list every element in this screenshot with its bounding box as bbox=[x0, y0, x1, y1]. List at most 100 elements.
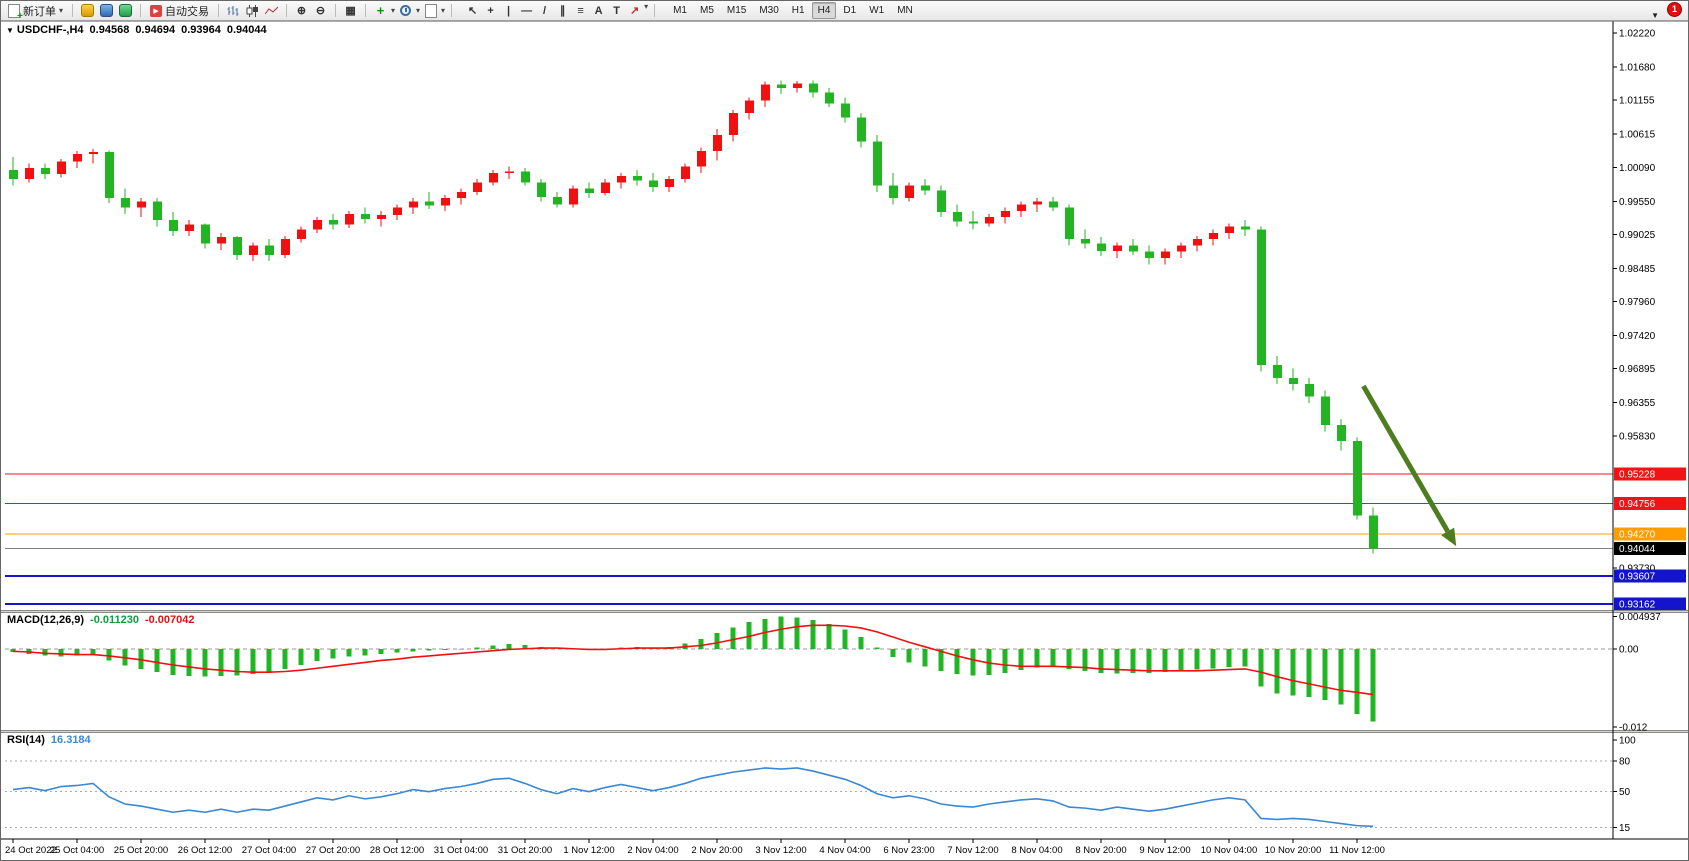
candlestick-chart-button[interactable] bbox=[244, 3, 261, 19]
horizontal-line-tool-icon[interactable]: — bbox=[521, 4, 533, 17]
candle bbox=[313, 220, 322, 230]
navigator-button[interactable] bbox=[98, 3, 115, 19]
vertical-line-tool-icon[interactable]: | bbox=[507, 4, 511, 17]
bar-chart-icon bbox=[227, 5, 239, 16]
candle bbox=[73, 154, 82, 162]
timeframe-button-m30[interactable]: M30 bbox=[759, 5, 779, 16]
candle bbox=[729, 113, 738, 136]
candle bbox=[137, 201, 146, 208]
candle bbox=[1289, 377, 1298, 385]
candle bbox=[249, 245, 258, 255]
templates-dropdown-button[interactable] bbox=[422, 3, 439, 19]
cursor-tool-icon[interactable]: ↖ bbox=[467, 5, 478, 17]
label-tool-icon[interactable]: T bbox=[613, 4, 620, 17]
candle bbox=[377, 215, 386, 219]
price-line-label: 0.94044 bbox=[1619, 544, 1656, 555]
price-tick-label: 0.96895 bbox=[1619, 364, 1656, 375]
chart-symbol-period: USDCHF-,H4 bbox=[16, 24, 84, 36]
candle bbox=[57, 161, 66, 175]
time-axis-label: 11 Nov 12:00 bbox=[1329, 845, 1385, 856]
navigator-icon bbox=[100, 4, 114, 17]
price-tick-label: 0.99025 bbox=[1619, 230, 1656, 241]
periods-dropdown-button[interactable] bbox=[397, 3, 414, 19]
tile-windows-button[interactable]: ▦ bbox=[345, 5, 356, 17]
rsi-line bbox=[12, 767, 1374, 828]
new-order-button[interactable]: + 新订单 ▾ bbox=[5, 3, 66, 21]
time-axis-label: 31 Oct 20:00 bbox=[498, 845, 552, 856]
zoom-in-button[interactable]: ⊕ bbox=[296, 5, 307, 17]
toolbar-overflow-icon[interactable]: ▼ bbox=[1651, 10, 1659, 20]
candle bbox=[281, 239, 290, 255]
candle bbox=[9, 169, 18, 180]
candle bbox=[505, 171, 514, 173]
arrows-tool-icon[interactable]: ↗ bbox=[629, 5, 640, 17]
candle bbox=[793, 83, 802, 88]
crosshair-tool-icon[interactable]: + bbox=[487, 4, 494, 17]
time-axis-label: 24 Oct 2022 bbox=[5, 845, 57, 856]
candle bbox=[953, 212, 962, 222]
macd-name: MACD(12,26,9) bbox=[7, 614, 85, 626]
ohlc-open: 0.94568 bbox=[89, 24, 130, 36]
candle bbox=[649, 180, 658, 187]
candle bbox=[1353, 440, 1362, 516]
time-axis-label: 31 Oct 04:00 bbox=[434, 845, 488, 856]
candle bbox=[25, 167, 34, 180]
autotrading-button[interactable]: ▶ 自动交易 bbox=[147, 3, 212, 19]
candle bbox=[697, 150, 706, 167]
candle bbox=[1017, 204, 1026, 211]
channel-tool-icon[interactable]: ∥ bbox=[559, 5, 566, 17]
indicators-icon: + bbox=[376, 3, 385, 18]
ohlc-high: 0.94694 bbox=[135, 24, 176, 36]
trendline-tool-icon[interactable]: / bbox=[543, 4, 547, 17]
candle bbox=[201, 224, 210, 244]
candle bbox=[521, 171, 530, 183]
timeframe-button-m5[interactable]: M5 bbox=[699, 5, 714, 16]
rsi-name: RSI(14) bbox=[7, 734, 45, 746]
candle bbox=[489, 172, 498, 183]
time-axis-label: 4 Nov 04:00 bbox=[819, 845, 870, 856]
toolbar-separator bbox=[218, 4, 220, 17]
line-chart-icon bbox=[265, 6, 279, 14]
time-axis-label: 25 Oct 20:00 bbox=[114, 845, 168, 856]
candle bbox=[1113, 245, 1122, 252]
candle bbox=[121, 198, 130, 208]
time-axis-label: 3 Nov 12:00 bbox=[755, 845, 806, 856]
timeframe-button-mn[interactable]: MN bbox=[897, 5, 913, 16]
autotrading-icon: ▶ bbox=[150, 4, 163, 17]
candle bbox=[1369, 515, 1378, 549]
toolbar-separator bbox=[335, 4, 337, 17]
timeframe-button-w1[interactable]: W1 bbox=[869, 5, 885, 16]
candle bbox=[153, 201, 162, 221]
fibonacci-tool-icon[interactable]: ≡ bbox=[577, 4, 584, 17]
macd-axis-label: 0.004937 bbox=[1619, 612, 1661, 623]
indicators-dropdown-button[interactable]: + bbox=[372, 3, 389, 19]
one-click-trading-icon[interactable]: ▼ bbox=[6, 26, 14, 35]
time-axis-label: 8 Nov 04:00 bbox=[1011, 845, 1062, 856]
time-axis-label: 27 Oct 04:00 bbox=[242, 845, 296, 856]
bar-chart-button[interactable] bbox=[225, 3, 242, 19]
price-tick-label: 1.01155 bbox=[1619, 96, 1655, 107]
timeframe-button-h1[interactable]: H1 bbox=[791, 5, 805, 16]
timeframe-button-m15[interactable]: M15 bbox=[726, 5, 747, 16]
macd-axis-label: 0.00 bbox=[1619, 644, 1639, 655]
down-arrow-annotation[interactable] bbox=[1361, 384, 1450, 533]
candle bbox=[921, 185, 930, 191]
text-tool-icon[interactable]: A bbox=[594, 4, 603, 17]
market-watch-button[interactable] bbox=[79, 3, 96, 19]
candle bbox=[617, 176, 626, 183]
zoom-out-button[interactable]: ⊖ bbox=[315, 5, 326, 17]
notification-badge[interactable]: 1 bbox=[1667, 1, 1682, 17]
candle bbox=[889, 185, 898, 199]
macd-signal-line bbox=[12, 624, 1374, 696]
timeframe-button-h4[interactable]: H4 bbox=[811, 2, 837, 19]
candle bbox=[1177, 245, 1186, 252]
timeframe-button-m1[interactable]: M1 bbox=[673, 5, 687, 16]
timeframe-button-d1[interactable]: D1 bbox=[843, 5, 857, 16]
candle bbox=[425, 201, 434, 206]
candle bbox=[265, 245, 274, 255]
terminal-button[interactable] bbox=[117, 3, 134, 19]
rsi-value: 16.3184 bbox=[50, 734, 91, 746]
line-chart-button[interactable] bbox=[263, 3, 280, 19]
toolbar-separator bbox=[140, 4, 142, 17]
